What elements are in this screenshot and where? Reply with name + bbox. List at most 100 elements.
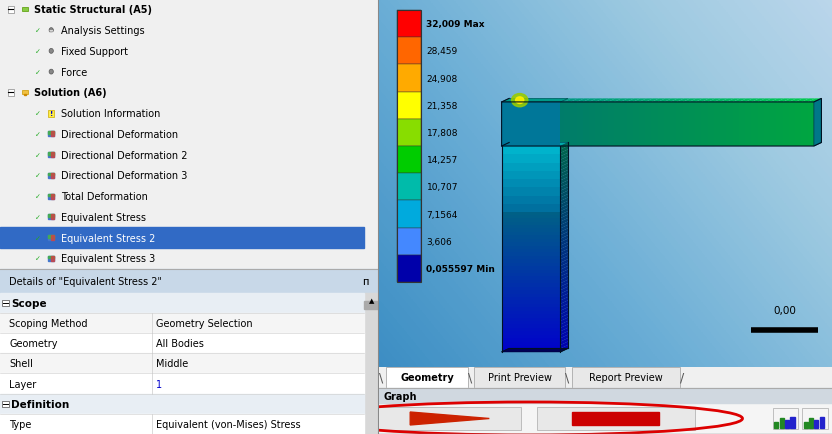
Text: ✓: ✓ <box>35 256 41 262</box>
Polygon shape <box>701 103 708 147</box>
Polygon shape <box>561 294 568 301</box>
Polygon shape <box>502 283 561 287</box>
Bar <box>48 174 54 178</box>
Text: Directional Deformation: Directional Deformation <box>61 130 178 139</box>
Polygon shape <box>502 297 561 301</box>
Polygon shape <box>664 103 671 147</box>
Polygon shape <box>745 99 759 103</box>
Polygon shape <box>502 157 561 161</box>
Polygon shape <box>561 307 568 314</box>
Polygon shape <box>626 103 633 147</box>
Polygon shape <box>502 188 561 196</box>
Text: 1: 1 <box>156 378 161 388</box>
Polygon shape <box>758 99 771 103</box>
Polygon shape <box>502 301 561 304</box>
Polygon shape <box>514 99 527 103</box>
Polygon shape <box>582 99 597 103</box>
Polygon shape <box>561 157 568 164</box>
Text: Details of "Equivalent Stress 2": Details of "Equivalent Stress 2" <box>9 276 162 286</box>
Polygon shape <box>410 412 489 425</box>
Circle shape <box>49 70 53 75</box>
Polygon shape <box>589 99 603 103</box>
Text: /: / <box>681 371 685 384</box>
Polygon shape <box>508 99 522 103</box>
Polygon shape <box>561 283 568 290</box>
Text: 7,1564: 7,1564 <box>427 210 458 219</box>
Polygon shape <box>561 150 568 157</box>
Polygon shape <box>733 99 746 103</box>
Polygon shape <box>561 191 568 198</box>
Polygon shape <box>770 99 784 103</box>
Polygon shape <box>502 164 561 167</box>
Polygon shape <box>658 99 671 103</box>
Polygon shape <box>561 318 568 325</box>
Polygon shape <box>561 249 568 256</box>
Polygon shape <box>561 314 568 321</box>
Polygon shape <box>502 208 561 212</box>
Polygon shape <box>589 103 595 147</box>
Polygon shape <box>502 314 561 318</box>
Polygon shape <box>502 263 561 266</box>
Polygon shape <box>502 184 561 188</box>
Polygon shape <box>502 167 561 171</box>
Polygon shape <box>789 99 803 103</box>
Polygon shape <box>545 103 552 147</box>
Text: 3,606: 3,606 <box>427 237 453 246</box>
Polygon shape <box>608 99 622 103</box>
Text: Equivalent Stress 3: Equivalent Stress 3 <box>61 254 155 264</box>
Polygon shape <box>561 287 568 294</box>
Text: Geometry: Geometry <box>400 372 453 382</box>
Polygon shape <box>739 99 753 103</box>
Polygon shape <box>502 161 561 164</box>
Polygon shape <box>502 219 561 222</box>
Polygon shape <box>502 155 561 163</box>
Polygon shape <box>751 99 765 103</box>
Polygon shape <box>708 99 721 103</box>
Polygon shape <box>561 253 568 260</box>
Polygon shape <box>561 321 568 328</box>
Polygon shape <box>561 236 568 243</box>
Polygon shape <box>570 99 584 103</box>
Polygon shape <box>561 215 568 222</box>
Bar <box>398 201 421 228</box>
Polygon shape <box>721 99 734 103</box>
Bar <box>22 91 27 95</box>
Polygon shape <box>539 103 545 147</box>
Polygon shape <box>633 103 639 147</box>
Polygon shape <box>557 99 572 103</box>
Bar <box>48 153 54 155</box>
Polygon shape <box>502 256 561 260</box>
Bar <box>2 401 8 407</box>
Text: Analysis Settings: Analysis Settings <box>61 26 144 36</box>
Polygon shape <box>561 178 568 184</box>
Polygon shape <box>561 335 568 342</box>
Bar <box>398 11 421 38</box>
Polygon shape <box>764 103 770 147</box>
Bar <box>780 418 784 428</box>
Polygon shape <box>577 99 591 103</box>
Polygon shape <box>502 99 515 103</box>
Polygon shape <box>696 99 709 103</box>
Polygon shape <box>795 99 809 103</box>
Polygon shape <box>561 239 568 246</box>
Bar <box>773 408 798 429</box>
Polygon shape <box>502 180 561 188</box>
Polygon shape <box>502 318 561 321</box>
Polygon shape <box>527 103 532 147</box>
Polygon shape <box>502 328 561 332</box>
Text: Total Deformation: Total Deformation <box>61 192 147 202</box>
Polygon shape <box>683 99 696 103</box>
Polygon shape <box>502 287 561 290</box>
Polygon shape <box>502 342 561 345</box>
Polygon shape <box>646 103 651 147</box>
Polygon shape <box>577 103 582 147</box>
Polygon shape <box>561 194 568 201</box>
Polygon shape <box>561 338 568 345</box>
Bar <box>2 300 8 306</box>
Polygon shape <box>626 99 641 103</box>
Text: ✓: ✓ <box>35 214 41 220</box>
Bar <box>52 236 54 240</box>
Polygon shape <box>502 147 561 150</box>
Text: Shell: Shell <box>9 358 33 368</box>
Polygon shape <box>689 103 696 147</box>
